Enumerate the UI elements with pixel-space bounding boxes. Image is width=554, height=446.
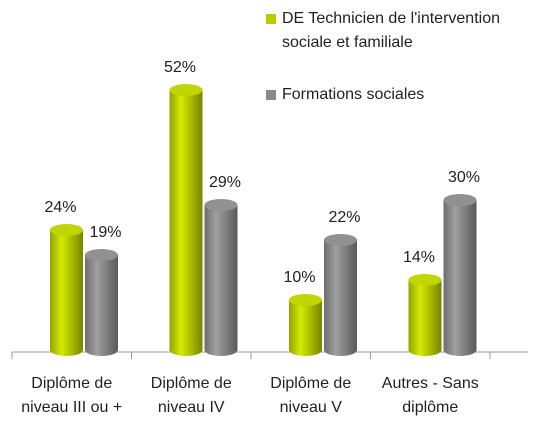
value-label: 24% <box>44 199 76 216</box>
x-tick-label: Autres - Sans diplôme <box>381 375 479 416</box>
legend-swatch <box>266 14 276 24</box>
value-label: 30% <box>448 169 480 186</box>
bar <box>443 194 477 356</box>
legend-label: Formations sociales <box>282 86 425 103</box>
value-label: 22% <box>328 209 360 226</box>
value-label: 52% <box>164 59 196 76</box>
value-label: 10% <box>283 269 315 286</box>
x-tick-label: Diplôme de niveau IV <box>150 375 232 416</box>
legend-swatch <box>266 90 276 100</box>
value-label: 19% <box>89 224 121 241</box>
bar <box>50 224 83 356</box>
bar <box>408 274 442 356</box>
bar <box>85 249 118 356</box>
x-tick-label: Diplôme de niveau V <box>270 375 352 416</box>
value-label: 29% <box>209 174 241 191</box>
legend-label: DE Technicien de l'intervention sociale … <box>282 10 500 51</box>
value-label: 14% <box>403 249 435 266</box>
bar <box>169 84 203 356</box>
bar <box>324 234 357 356</box>
bar <box>204 199 238 356</box>
bar <box>289 294 322 356</box>
x-tick-label: Diplôme de niveau III ou + <box>21 375 123 416</box>
